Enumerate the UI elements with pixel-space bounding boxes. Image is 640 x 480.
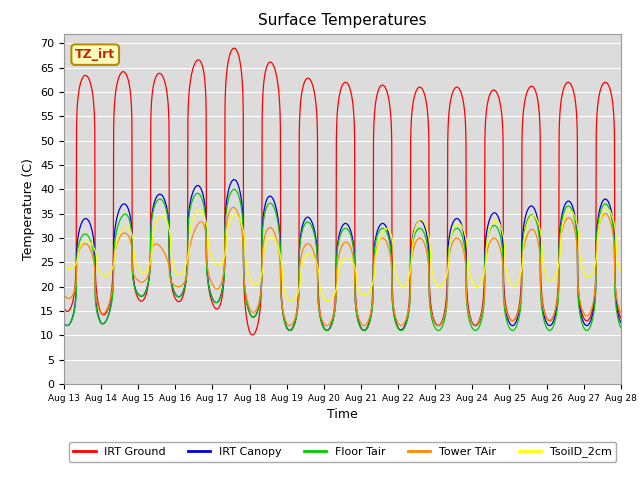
Legend: IRT Ground, IRT Canopy, Floor Tair, Tower TAir, TsoilD_2cm: IRT Ground, IRT Canopy, Floor Tair, Towe… <box>69 442 616 462</box>
Title: Surface Temperatures: Surface Temperatures <box>258 13 427 28</box>
Text: TZ_irt: TZ_irt <box>75 48 115 61</box>
X-axis label: Time: Time <box>327 408 358 421</box>
Y-axis label: Temperature (C): Temperature (C) <box>22 158 35 260</box>
